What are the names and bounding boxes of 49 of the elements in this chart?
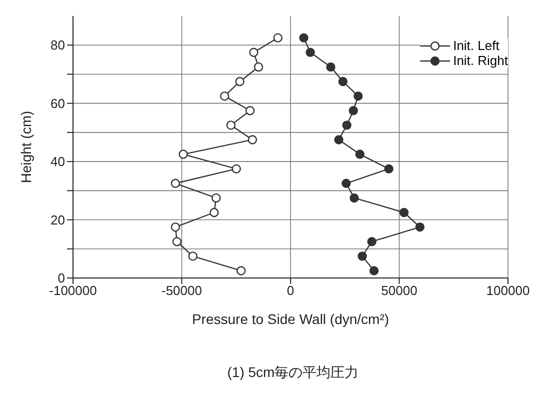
point [367,237,376,246]
point [245,106,255,116]
point [369,266,379,276]
point [350,193,359,203]
y-axis-title: Height (cm) [18,110,34,184]
legend-label: Init. Right [453,53,508,68]
point [399,208,409,218]
point [354,91,363,101]
point [236,266,246,276]
text: (1) 5cm毎の平均圧力 [226,364,360,382]
point [235,76,244,86]
legend-label: Init. Left [453,38,500,53]
point [355,150,364,159]
x-tick-label: -100000 [49,283,97,298]
x-tick-label: 0 [286,283,294,298]
point [226,120,236,130]
point [178,150,188,159]
point [334,135,344,144]
y-tick-label: 40 [50,154,65,170]
point [342,178,351,188]
point [254,62,264,72]
point [342,120,352,130]
x-tick-label: 100000 [486,283,530,298]
point [232,164,241,174]
point [338,76,348,86]
point [248,135,258,144]
y-tick-label: 20 [50,212,65,228]
point [170,178,180,188]
point [384,164,394,174]
point [172,237,182,246]
point [210,208,219,218]
y-tick-label: 80 [50,38,65,53]
point [348,106,358,116]
point [212,193,221,203]
point [326,62,336,72]
point [415,222,425,232]
x-tick-label: 50000 [381,283,418,298]
x-axis-title: Pressure to Side Wall (dyn/cm²) [192,311,390,327]
x-tick-label: -50000 [162,283,202,298]
point [249,48,258,57]
point [170,222,180,232]
point [220,91,230,101]
point [299,33,308,42]
y-tick-label: 0 [58,270,65,286]
point [306,48,315,57]
point [273,33,282,42]
y-tick-label: 60 [50,96,65,111]
point [358,252,367,261]
point [188,252,198,261]
